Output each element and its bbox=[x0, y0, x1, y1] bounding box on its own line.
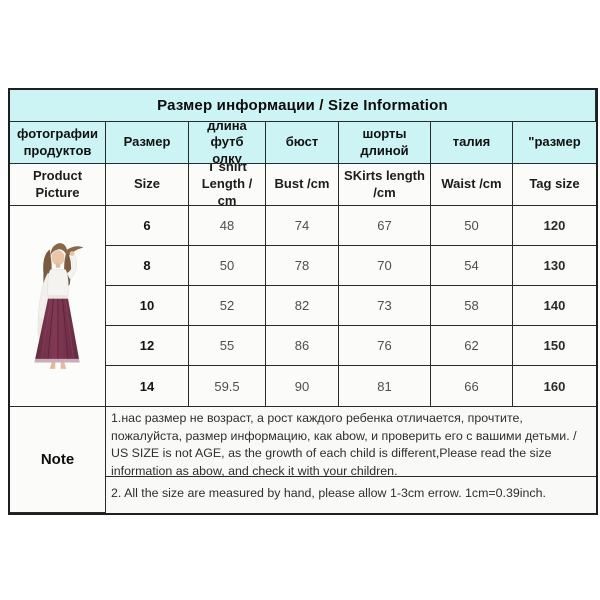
header-ru-size: Размер bbox=[106, 122, 189, 164]
cell-skirt-length: 81 bbox=[339, 366, 431, 407]
cell-tshirt-length: 48 bbox=[189, 206, 266, 246]
cell-bust: 82 bbox=[266, 286, 339, 326]
cell-waist: 50 bbox=[431, 206, 513, 246]
cell-tshirt-length: 50 bbox=[189, 246, 266, 286]
cell-skirt-length: 70 bbox=[339, 246, 431, 286]
cell-size: 14 bbox=[106, 366, 189, 407]
cell-bust: 74 bbox=[266, 206, 339, 246]
header-en-bust: Bust /cm bbox=[266, 164, 339, 206]
cell-waist: 58 bbox=[431, 286, 513, 326]
cell-skirt-length: 73 bbox=[339, 286, 431, 326]
header-ru-tshirt-length: длина футб олку bbox=[189, 122, 266, 164]
cell-tag-size: 150 bbox=[513, 326, 596, 366]
cell-size: 10 bbox=[106, 286, 189, 326]
cell-tag-size: 120 bbox=[513, 206, 596, 246]
table-title: Размер информации / Size Information bbox=[10, 90, 596, 122]
product-picture bbox=[10, 206, 106, 407]
header-en-size: Size bbox=[106, 164, 189, 206]
cell-tshirt-length: 52 bbox=[189, 286, 266, 326]
header-en-tshirt-length: T shirt Length / cm bbox=[189, 164, 266, 206]
header-en-skirt-length: SKirts length /cm bbox=[339, 164, 431, 206]
note-text-1: 1.нас размер не возраст, а рост каждого … bbox=[106, 407, 596, 477]
cell-bust: 78 bbox=[266, 246, 339, 286]
cell-bust: 86 bbox=[266, 326, 339, 366]
note-text-2: 2. All the size are measured by hand, pl… bbox=[106, 477, 596, 513]
cell-bust: 90 bbox=[266, 366, 339, 407]
girl-model-illustration bbox=[33, 243, 84, 369]
header-ru-bust: бюст bbox=[266, 122, 339, 164]
header-en-product-picture: Product Picture bbox=[10, 164, 106, 206]
cell-tag-size: 160 bbox=[513, 366, 596, 407]
cell-skirt-length: 67 bbox=[339, 206, 431, 246]
header-ru-product-photo: фотографии продуктов bbox=[10, 122, 106, 164]
header-en-tag-size: Tag size bbox=[513, 164, 596, 206]
size-information-table: Размер информации / Size Information фот… bbox=[8, 88, 598, 515]
note-label: Note bbox=[10, 407, 106, 513]
header-en-waist: Waist /cm bbox=[431, 164, 513, 206]
header-ru-waist: талия bbox=[431, 122, 513, 164]
cell-waist: 66 bbox=[431, 366, 513, 407]
cell-waist: 54 bbox=[431, 246, 513, 286]
cell-tag-size: 140 bbox=[513, 286, 596, 326]
cell-size: 12 bbox=[106, 326, 189, 366]
cell-tag-size: 130 bbox=[513, 246, 596, 286]
cell-size: 8 bbox=[106, 246, 189, 286]
cell-tshirt-length: 55 bbox=[189, 326, 266, 366]
header-ru-skirt-length: шорты длиной bbox=[339, 122, 431, 164]
header-ru-tag-size: "размер bbox=[513, 122, 596, 164]
cell-skirt-length: 76 bbox=[339, 326, 431, 366]
cell-size: 6 bbox=[106, 206, 189, 246]
cell-tshirt-length: 59.5 bbox=[189, 366, 266, 407]
cell-waist: 62 bbox=[431, 326, 513, 366]
